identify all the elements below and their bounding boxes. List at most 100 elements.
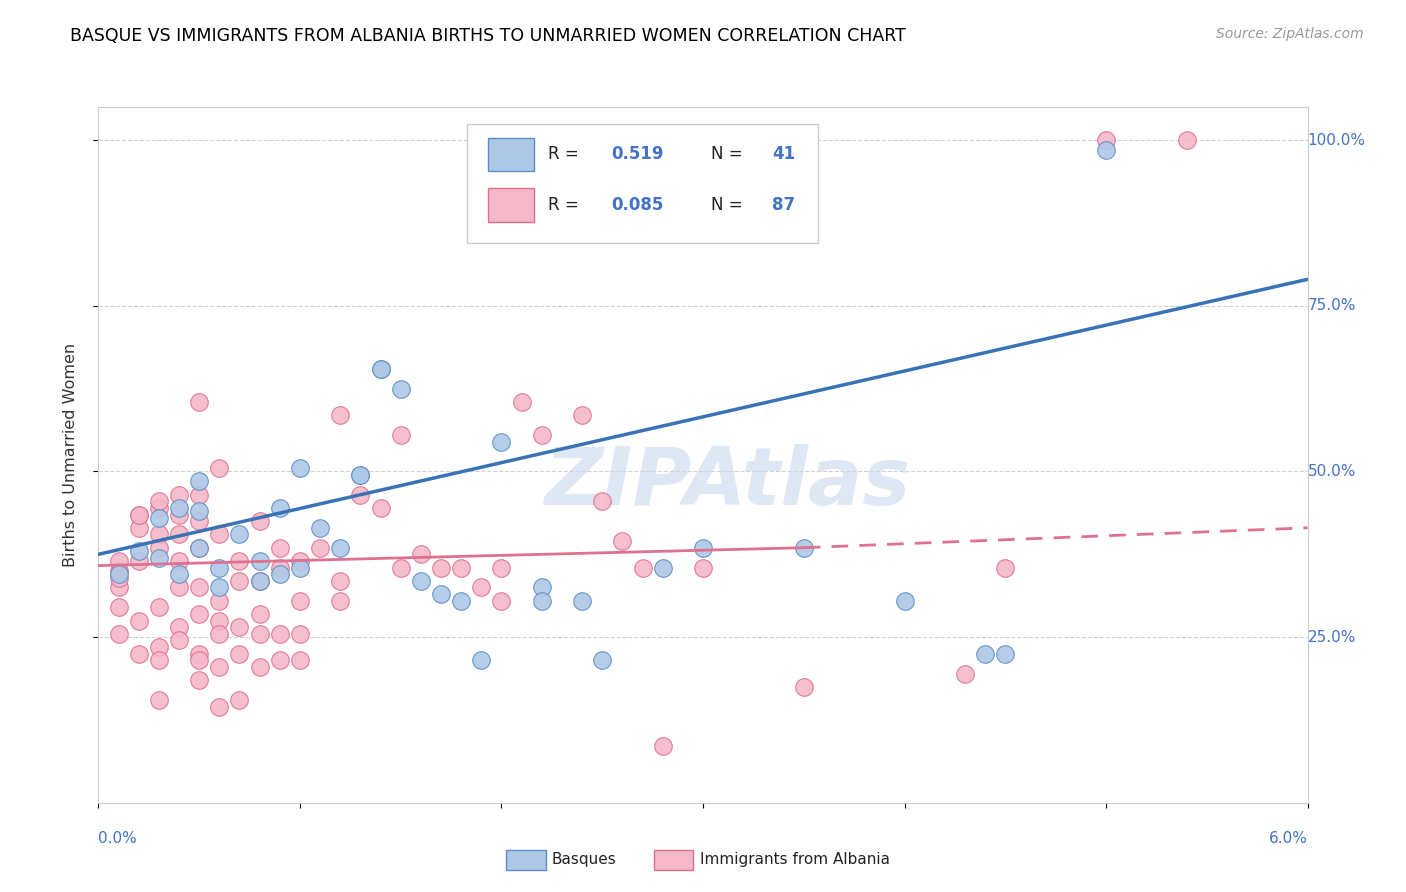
Point bbox=[510, 395, 533, 409]
Point bbox=[1175, 133, 1198, 147]
Point bbox=[208, 627, 231, 641]
Point bbox=[349, 467, 371, 482]
Point bbox=[228, 620, 250, 634]
FancyBboxPatch shape bbox=[467, 124, 818, 243]
Point bbox=[148, 653, 170, 667]
Text: 6.0%: 6.0% bbox=[1268, 830, 1308, 846]
Point bbox=[188, 647, 211, 661]
Point bbox=[228, 574, 250, 588]
Point bbox=[288, 461, 311, 475]
Point bbox=[228, 693, 250, 707]
Point bbox=[389, 382, 412, 396]
Text: Source: ZipAtlas.com: Source: ZipAtlas.com bbox=[1216, 27, 1364, 41]
Point bbox=[188, 395, 211, 409]
Point bbox=[128, 554, 150, 568]
Point bbox=[148, 500, 170, 515]
Text: 0.0%: 0.0% bbox=[98, 830, 138, 846]
Point bbox=[128, 647, 150, 661]
Point bbox=[269, 653, 291, 667]
Point bbox=[107, 627, 129, 641]
Text: R =: R = bbox=[548, 145, 585, 163]
Text: ZIPAtlas: ZIPAtlas bbox=[544, 443, 910, 522]
FancyBboxPatch shape bbox=[488, 188, 534, 222]
Point bbox=[188, 541, 211, 555]
Point bbox=[148, 494, 170, 508]
Text: 87: 87 bbox=[772, 196, 794, 214]
Point bbox=[188, 514, 211, 528]
Point bbox=[370, 361, 392, 376]
Point bbox=[208, 593, 231, 607]
Point bbox=[148, 511, 170, 525]
Point bbox=[269, 567, 291, 582]
Point bbox=[994, 647, 1017, 661]
Point bbox=[188, 504, 211, 518]
Text: Basques: Basques bbox=[551, 853, 616, 867]
Point bbox=[329, 574, 352, 588]
Point bbox=[128, 544, 150, 558]
Point bbox=[491, 593, 513, 607]
Point bbox=[188, 581, 211, 595]
Point bbox=[107, 570, 129, 584]
Point bbox=[329, 593, 352, 607]
Point bbox=[1095, 143, 1118, 157]
Point bbox=[148, 640, 170, 654]
Point bbox=[208, 614, 231, 628]
Point bbox=[288, 560, 311, 574]
Point bbox=[349, 488, 371, 502]
Point bbox=[288, 593, 311, 607]
Point bbox=[249, 574, 271, 588]
Point bbox=[309, 521, 332, 535]
Y-axis label: Births to Unmarried Women: Births to Unmarried Women bbox=[63, 343, 77, 567]
Point bbox=[651, 739, 673, 754]
FancyBboxPatch shape bbox=[488, 137, 534, 171]
Point bbox=[288, 554, 311, 568]
Point bbox=[651, 560, 673, 574]
Point bbox=[288, 627, 311, 641]
Point bbox=[128, 521, 150, 535]
Point bbox=[430, 587, 453, 601]
Text: Immigrants from Albania: Immigrants from Albania bbox=[700, 853, 890, 867]
Point bbox=[470, 653, 492, 667]
Point bbox=[591, 653, 613, 667]
Point bbox=[167, 508, 190, 522]
Text: 75.0%: 75.0% bbox=[1308, 298, 1355, 313]
Point bbox=[167, 527, 190, 541]
Point bbox=[591, 494, 613, 508]
Point bbox=[793, 541, 815, 555]
Point bbox=[167, 620, 190, 634]
Point bbox=[349, 467, 371, 482]
Point bbox=[188, 653, 211, 667]
Point bbox=[107, 564, 129, 578]
Point bbox=[188, 541, 211, 555]
Point bbox=[288, 653, 311, 667]
Point bbox=[208, 527, 231, 541]
Point bbox=[128, 614, 150, 628]
Point bbox=[107, 600, 129, 615]
Point bbox=[188, 475, 211, 489]
Point bbox=[430, 560, 453, 574]
Point bbox=[167, 554, 190, 568]
Point bbox=[612, 534, 634, 549]
Text: N =: N = bbox=[711, 145, 748, 163]
Point bbox=[208, 560, 231, 574]
Text: R =: R = bbox=[548, 196, 585, 214]
Point bbox=[269, 500, 291, 515]
Point bbox=[167, 488, 190, 502]
Point bbox=[409, 547, 432, 561]
Point bbox=[128, 508, 150, 522]
Point bbox=[167, 500, 190, 515]
Point bbox=[208, 461, 231, 475]
Point bbox=[329, 408, 352, 422]
Point bbox=[491, 434, 513, 449]
Point bbox=[228, 647, 250, 661]
Point bbox=[128, 508, 150, 522]
Point bbox=[228, 554, 250, 568]
Point bbox=[571, 593, 593, 607]
Point bbox=[370, 500, 392, 515]
Point bbox=[530, 593, 553, 607]
Point bbox=[389, 560, 412, 574]
Point bbox=[208, 581, 231, 595]
Point bbox=[1095, 133, 1118, 147]
Point bbox=[269, 541, 291, 555]
Text: 100.0%: 100.0% bbox=[1308, 133, 1365, 148]
